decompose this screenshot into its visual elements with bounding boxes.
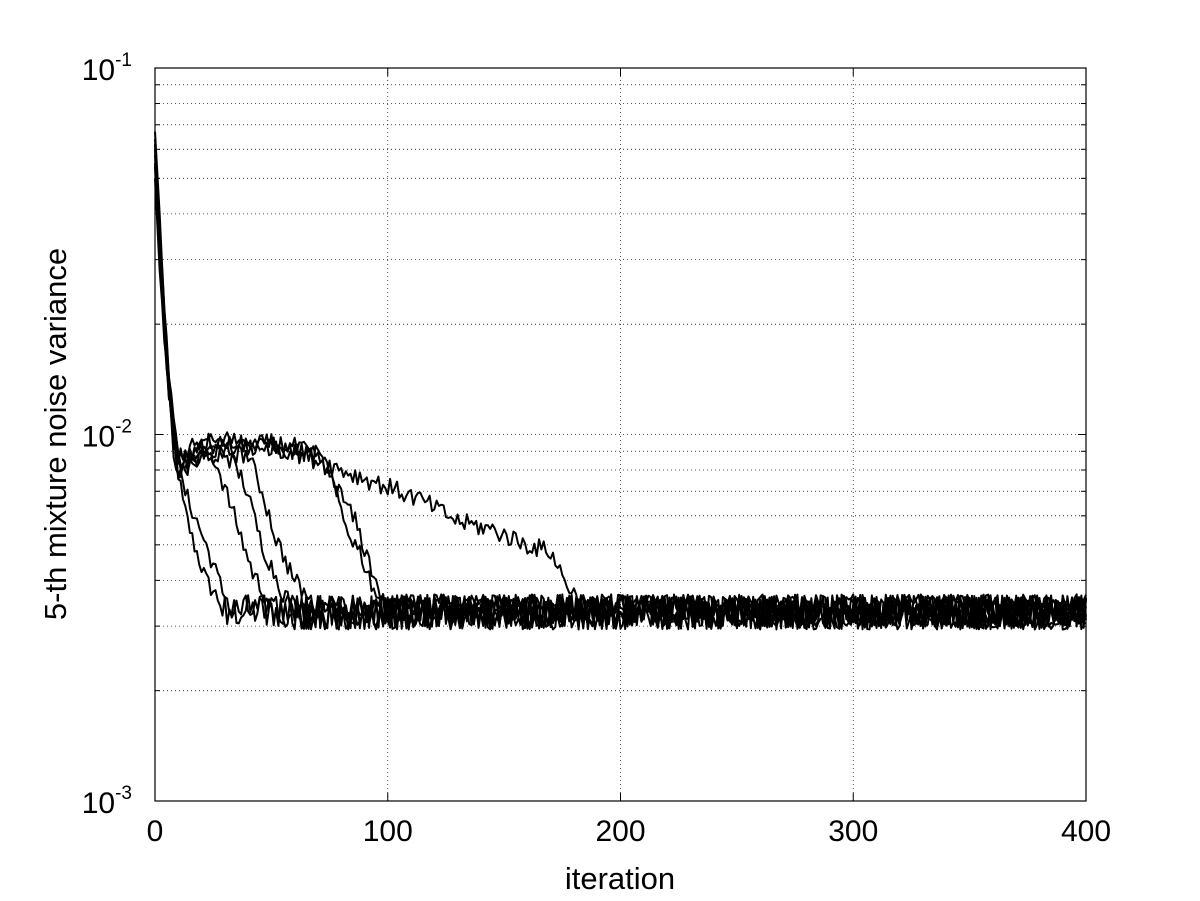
x-tick-label: 200 — [595, 815, 645, 848]
x-tick-label: 100 — [363, 815, 413, 848]
y-tick-labels: 10-3 10-2 10-1 — [82, 50, 132, 820]
y-axis-label: 5-th mixture noise variance — [38, 248, 73, 620]
plot-area — [155, 68, 1086, 801]
series-group — [154, 131, 1087, 631]
y-tick-label: 10-2 — [82, 417, 132, 454]
series-line-8 — [154, 138, 1087, 631]
y-tick-label: 10-3 — [82, 783, 132, 820]
x-tick-label: 0 — [147, 815, 164, 848]
x-tick-labels: 0 100 200 300 400 — [147, 815, 1111, 848]
x-axis-label: iteration — [565, 861, 675, 896]
x-tick-label: 300 — [828, 815, 878, 848]
ticks — [154, 67, 1087, 802]
x-tick-label: 400 — [1061, 815, 1111, 848]
series-line-4 — [154, 178, 1087, 631]
y-tick-label: 10-1 — [82, 50, 132, 87]
